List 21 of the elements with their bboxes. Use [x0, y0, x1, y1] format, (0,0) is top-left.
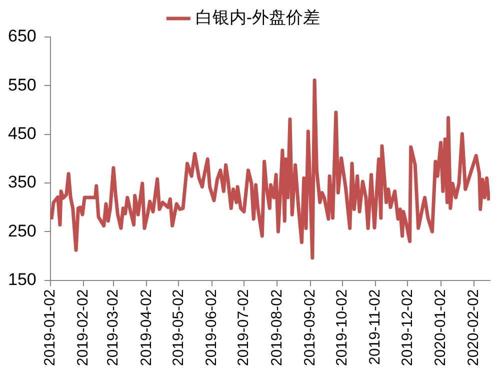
y-tick-label: 650	[8, 26, 36, 46]
x-tick-label: 2019-02-02	[74, 289, 92, 366]
y-tick-label: 250	[8, 221, 36, 240]
x-tick-label: 2019-10-02	[334, 289, 351, 366]
x-tick-label: 2019-08-02	[268, 289, 286, 366]
legend-label: 白银内-外盘价差	[195, 8, 320, 28]
x-tick-label: 2019-09-02	[301, 289, 318, 366]
x-tick-label: 2019-04-02	[138, 289, 155, 366]
x-tick-label: 2019-05-02	[170, 289, 187, 366]
y-tick-label: 150	[8, 270, 36, 289]
x-tick-label: 2019-01-02	[42, 289, 59, 366]
x-tick-label: 2020-02-02	[465, 289, 482, 366]
x-tick-label: 2019-03-02	[104, 289, 122, 366]
x-tick-label: 2019-06-02	[203, 289, 220, 366]
x-tick-label: 2019-11-02	[366, 289, 384, 365]
y-tick-label: 450	[8, 124, 36, 143]
x-tick-label: 2019-07-02	[235, 289, 252, 366]
y-tick-label: 350	[8, 172, 36, 192]
x-tick-label: 2020-01-02	[432, 289, 449, 366]
y-tick-label: 550	[8, 75, 36, 94]
x-tick-label: 2019-12-02	[398, 289, 416, 366]
